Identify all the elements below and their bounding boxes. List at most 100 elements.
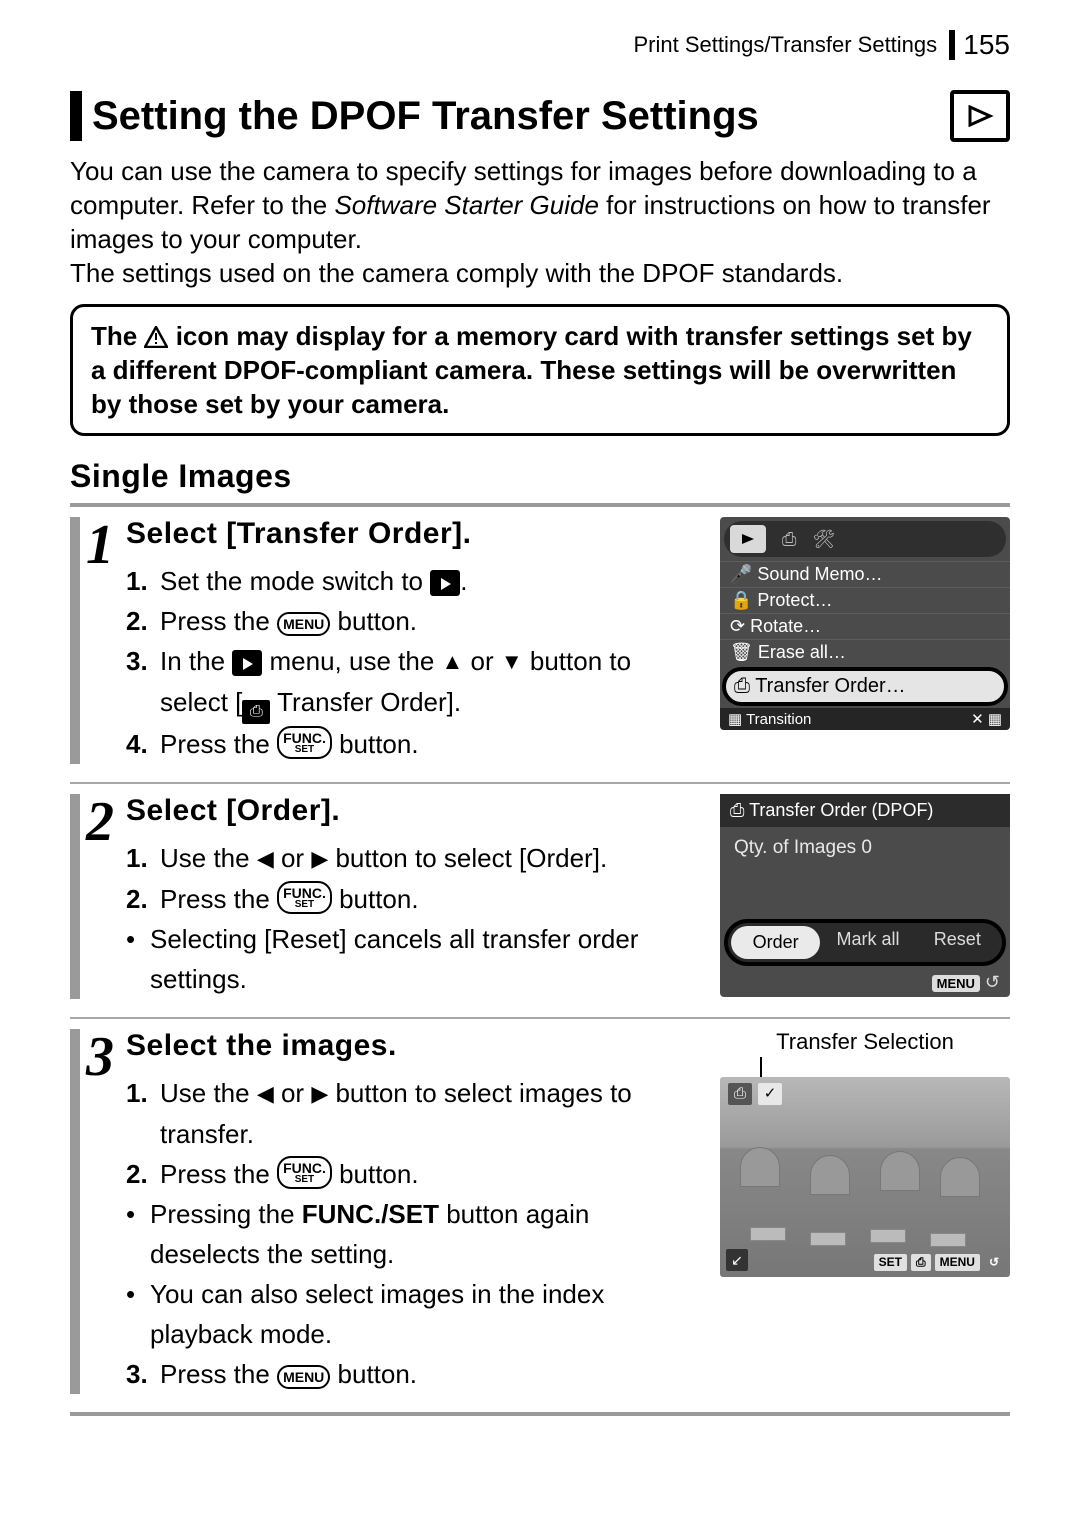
lcd1-menu-item: ⟳ Rotate… bbox=[720, 613, 1010, 639]
t: Press the bbox=[160, 729, 277, 759]
lcd1-tab-playback-icon bbox=[730, 525, 766, 553]
lcd1-tabs: ⎙ 🛠 bbox=[724, 521, 1006, 557]
func-set-button-icon: FUNC.SET bbox=[277, 1156, 332, 1189]
bullet-text: You can also select images in the index … bbox=[150, 1274, 702, 1354]
left-arrow-icon: ◀ bbox=[257, 846, 274, 871]
lcd2-reset-button: Reset bbox=[913, 923, 1002, 962]
note-text-2: icon may display for a memory card with … bbox=[91, 321, 972, 419]
t: button. bbox=[332, 1159, 419, 1189]
step-1-title: Select [Transfer Order]. bbox=[126, 517, 702, 551]
up-arrow-icon: ▲ bbox=[442, 649, 464, 674]
warning-note-box: The icon may display for a memory card w… bbox=[70, 304, 1010, 436]
lcd3-top-icons: ⎙ ✓ bbox=[728, 1083, 782, 1105]
substep-text: In the menu, use the ▲ or ▼ button to se… bbox=[160, 641, 702, 724]
lcd1-tab-print-icon: ⎙ bbox=[782, 529, 796, 550]
t: Press the bbox=[160, 1159, 277, 1189]
lcd1-menu-item: 🗑 Erase all… bbox=[720, 639, 1010, 665]
lcd1-bottom-right-icon: ✕ ▦ bbox=[971, 710, 1002, 728]
warning-triangle-icon bbox=[144, 322, 168, 344]
step-1-text: 1.Set the mode switch to . 2.Press the M… bbox=[126, 561, 702, 764]
step-3-text: 1.Use the ◀ or ▶ button to select images… bbox=[126, 1073, 702, 1394]
t: Pressing the bbox=[150, 1199, 302, 1229]
t: Press the bbox=[160, 606, 277, 636]
bullet-icon: • bbox=[126, 919, 142, 999]
step-3-number: 3 bbox=[70, 1029, 126, 1394]
playback-mode-icon bbox=[950, 90, 1010, 142]
left-arrow-icon: ◀ bbox=[257, 1081, 274, 1106]
t: button. bbox=[332, 729, 419, 759]
down-arrow-icon: ▼ bbox=[501, 649, 523, 674]
lcd3-set-chip: SET bbox=[874, 1254, 907, 1271]
single-images-heading: Single Images bbox=[70, 458, 1010, 495]
t: Transfer Order]. bbox=[270, 687, 461, 717]
lcd2-menu-row: MENU ↺ bbox=[720, 968, 1010, 993]
t: Use the bbox=[160, 1078, 257, 1108]
beach-chair-icon bbox=[870, 1229, 906, 1243]
bullet-icon: • bbox=[126, 1274, 142, 1354]
t: Protect… bbox=[757, 590, 832, 610]
t: Transfer Order (DPOF) bbox=[749, 800, 933, 820]
t: Rotate… bbox=[750, 616, 821, 636]
step-2: 2 Select [Order]. 1.Use the ◀ or ▶ butto… bbox=[70, 782, 1010, 1017]
lcd3-pointer-line-icon bbox=[760, 1057, 762, 1077]
lcd2-order-button: Order bbox=[731, 926, 820, 959]
playback-square-icon bbox=[430, 570, 460, 596]
t: Transition bbox=[746, 711, 811, 728]
lcd3-menu-chip: MENU bbox=[935, 1254, 980, 1271]
func-set-button-icon: FUNC.SET bbox=[277, 881, 332, 914]
step-1-number: 1 bbox=[70, 517, 126, 764]
note-text-1: The bbox=[91, 321, 144, 351]
intro-text-italic: Software Starter Guide bbox=[334, 190, 598, 220]
substep-num: 1. bbox=[126, 1073, 154, 1154]
lcd3-resize-icon: ↙ bbox=[726, 1249, 748, 1271]
beach-umbrella-icon bbox=[940, 1157, 980, 1197]
substep-text: Use the ◀ or ▶ button to select images t… bbox=[160, 1073, 702, 1154]
title-bar-icon bbox=[70, 91, 82, 141]
lcd2-back-icon: ↺ bbox=[985, 972, 1000, 992]
lcd2-menu-chip: MENU bbox=[932, 975, 980, 992]
title-row: Setting the DPOF Transfer Settings bbox=[70, 90, 1010, 142]
t: SET bbox=[283, 1175, 326, 1184]
lcd3-back-icon: ↺ bbox=[984, 1254, 1004, 1271]
lcd3-transfer-chip: ⎙ bbox=[911, 1254, 931, 1271]
beach-umbrella-icon bbox=[880, 1151, 920, 1191]
bullet-text: Selecting [Reset] cancels all transfer o… bbox=[150, 919, 702, 999]
lcd3-transfer-icon: ⎙ bbox=[728, 1083, 752, 1105]
t: . bbox=[460, 566, 467, 596]
t: or bbox=[274, 1078, 312, 1108]
lcd3-check-icon: ✓ bbox=[758, 1083, 782, 1105]
beach-chair-icon bbox=[750, 1227, 786, 1241]
t: menu, use the bbox=[262, 646, 441, 676]
right-arrow-icon: ▶ bbox=[311, 1081, 328, 1106]
lcd-screenshot-3: Transfer Selection ⎙ ✓ ↙ bbox=[720, 1029, 1010, 1394]
substep-num: 3. bbox=[126, 1354, 154, 1394]
t: Set the mode switch to bbox=[160, 566, 430, 596]
lcd2-qty: Qty. of Images 0 bbox=[720, 827, 1010, 917]
bullet-icon: • bbox=[126, 1194, 142, 1274]
lcd1-highlighted-item: ⎙ Transfer Order… bbox=[722, 667, 1008, 706]
lcd1-menu-item: 🔒 Protect… bbox=[720, 587, 1010, 613]
transfer-square-icon: ⎙ bbox=[242, 700, 270, 724]
step-2-text: 1.Use the ◀ or ▶ button to select [Order… bbox=[126, 838, 702, 999]
lcd1-menu-item: 🎤 Sound Memo… bbox=[720, 561, 1010, 587]
func-set-bold-text: FUNC./SET bbox=[302, 1199, 439, 1229]
lcd-screenshot-2: ⎙ Transfer Order (DPOF) Qty. of Images 0… bbox=[720, 794, 1010, 999]
substep-num: 4. bbox=[126, 724, 154, 764]
bullet-text: Pressing the FUNC./SET button again dese… bbox=[150, 1194, 702, 1274]
t: SET bbox=[283, 900, 326, 909]
lcd3-image: ⎙ ✓ ↙ SET ⎙ MENU ↺ bbox=[720, 1077, 1010, 1277]
substep-text: Press the MENU button. bbox=[160, 1354, 417, 1394]
substep-text: Press the FUNC.SET button. bbox=[160, 724, 419, 764]
t: SET bbox=[283, 745, 326, 754]
t: button to select [Order]. bbox=[328, 843, 607, 873]
t: or bbox=[274, 843, 312, 873]
menu-button-icon: MENU bbox=[277, 612, 330, 636]
beach-chair-icon bbox=[810, 1232, 846, 1246]
step-3: 3 Select the images. 1.Use the ◀ or ▶ bu… bbox=[70, 1017, 1010, 1412]
step-3-title: Select the images. bbox=[126, 1029, 702, 1063]
steps-container: 1 Select [Transfer Order]. 1. Set the mod… bbox=[70, 503, 1010, 1416]
lcd1-tab-tools-icon: 🛠 bbox=[812, 529, 835, 550]
lcd2-button-row: Order Mark all Reset bbox=[724, 919, 1006, 966]
intro-paragraph-1: You can use the camera to specify settin… bbox=[70, 154, 1010, 256]
t: In the bbox=[160, 646, 232, 676]
